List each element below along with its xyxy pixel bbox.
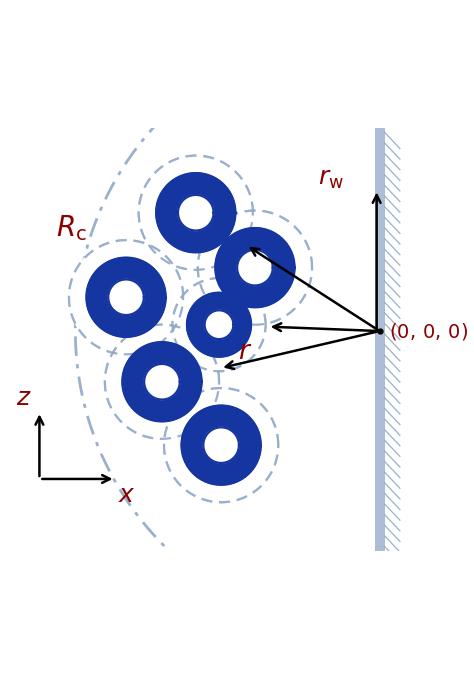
- Circle shape: [156, 173, 236, 253]
- Circle shape: [86, 257, 166, 337]
- Text: $x$: $x$: [118, 484, 135, 507]
- Circle shape: [203, 427, 239, 463]
- Circle shape: [182, 405, 261, 485]
- Circle shape: [105, 325, 219, 439]
- Text: $R_\mathrm{c}$: $R_\mathrm{c}$: [56, 213, 87, 243]
- Circle shape: [108, 280, 144, 315]
- Circle shape: [164, 388, 278, 502]
- Bar: [375, 128, 385, 551]
- Circle shape: [173, 278, 265, 371]
- Circle shape: [198, 210, 312, 325]
- Circle shape: [215, 228, 295, 308]
- Circle shape: [139, 155, 253, 270]
- Text: $r$: $r$: [238, 339, 252, 363]
- Circle shape: [178, 195, 214, 231]
- Text: $r_\mathrm{w}$: $r_\mathrm{w}$: [319, 168, 344, 191]
- Circle shape: [205, 310, 233, 339]
- Text: $(0,\,0,\,0)$: $(0,\,0,\,0)$: [389, 321, 468, 342]
- Circle shape: [187, 293, 251, 356]
- Text: $z$: $z$: [16, 387, 32, 410]
- Circle shape: [69, 240, 183, 354]
- Circle shape: [144, 364, 180, 399]
- Circle shape: [122, 342, 201, 422]
- Circle shape: [237, 250, 273, 285]
